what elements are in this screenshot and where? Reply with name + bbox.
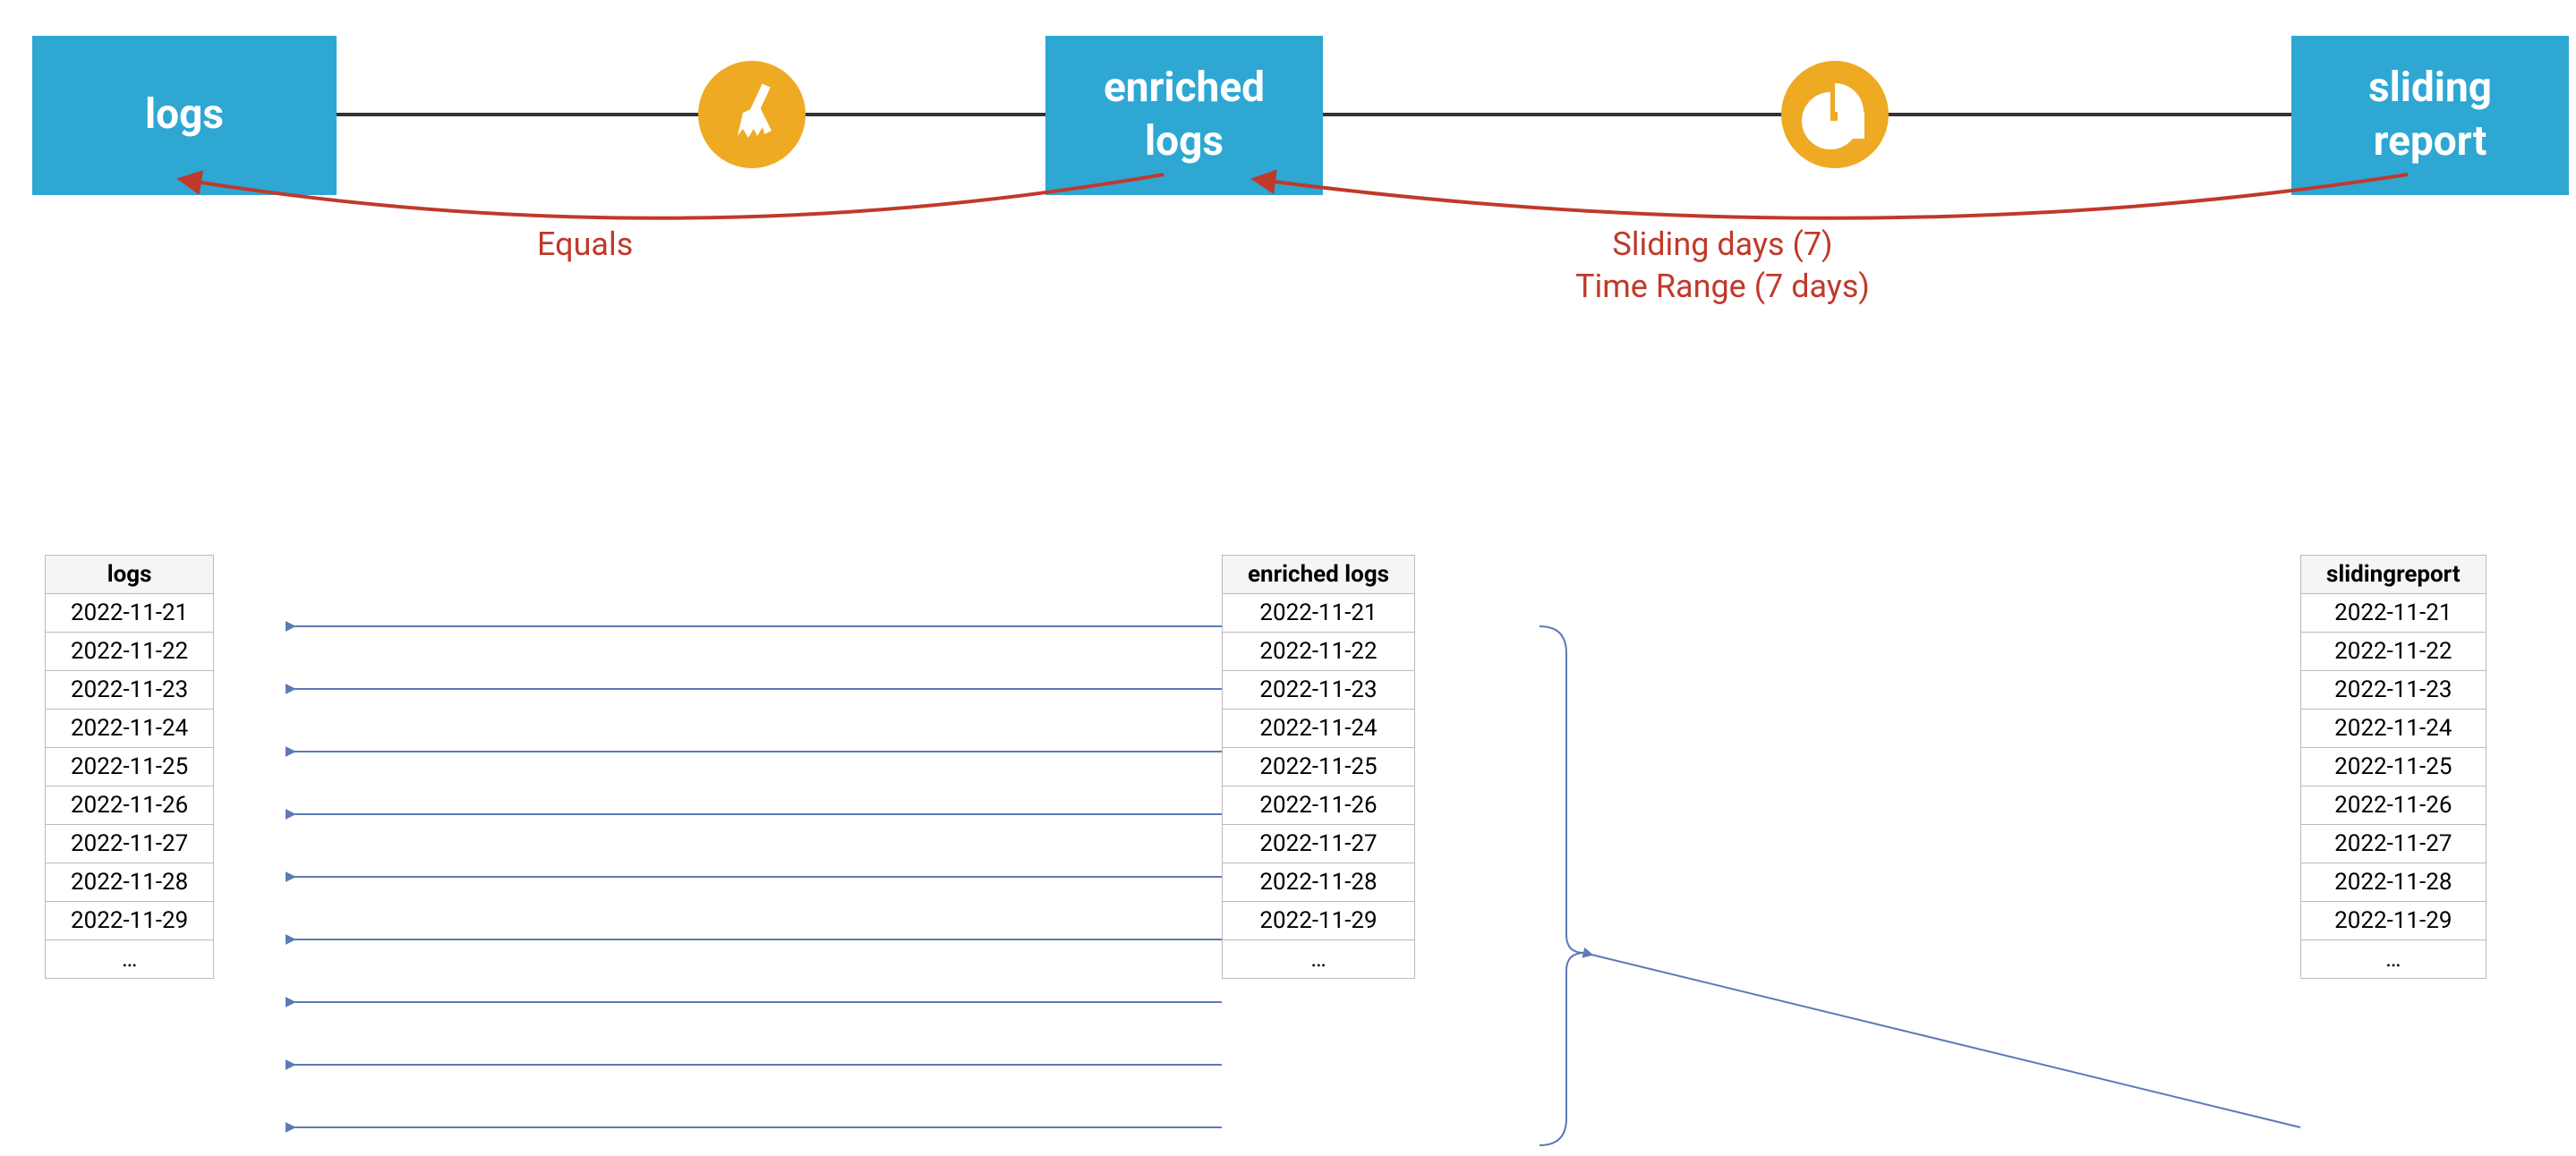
logs-table-header: logs <box>46 556 214 594</box>
sliding-label: Sliding days (7) Time Range (7 days) <box>1575 224 1870 308</box>
table-row: 2022-11-29 <box>2301 902 2486 940</box>
table-row: 2022-11-24 <box>2301 710 2486 748</box>
table-row: 2022-11-22 <box>46 633 214 671</box>
sliding-table-header: slidingreport <box>2301 556 2486 594</box>
equals-label: Equals <box>537 224 633 266</box>
table-row: 2022-11-23 <box>46 671 214 710</box>
table-row: … <box>2301 940 2486 979</box>
table-row: 2022-11-22 <box>1223 633 1415 671</box>
logs-table-container: logs 2022-11-212022-11-222022-11-232022-… <box>45 555 214 979</box>
node-sliding-report-label: sliding report <box>2368 62 2492 169</box>
node-logs: logs <box>32 36 337 195</box>
table-row: 2022-11-23 <box>1223 671 1415 710</box>
broom-icon <box>698 61 806 168</box>
table-row: … <box>46 940 214 979</box>
table-row: 2022-11-22 <box>2301 633 2486 671</box>
table-row: 2022-11-29 <box>1223 902 1415 940</box>
enriched-table: enriched logs 2022-11-212022-11-222022-1… <box>1222 555 1415 979</box>
table-row: 2022-11-27 <box>46 825 214 863</box>
enriched-table-header: enriched logs <box>1223 556 1415 594</box>
table-row: 2022-11-29 <box>46 902 214 940</box>
table-row: 2022-11-28 <box>2301 863 2486 902</box>
flow-connector-1 <box>337 113 1045 116</box>
table-row: 2022-11-24 <box>46 710 214 748</box>
logs-table: logs 2022-11-212022-11-222022-11-232022-… <box>45 555 214 979</box>
sliding-table: slidingreport 2022-11-212022-11-222022-1… <box>2300 555 2486 979</box>
table-row: 2022-11-21 <box>1223 594 1415 633</box>
table-row: … <box>1223 940 1415 979</box>
table-row: 2022-11-28 <box>1223 863 1415 902</box>
table-row: 2022-11-27 <box>1223 825 1415 863</box>
table-row: 2022-11-25 <box>46 748 214 786</box>
table-row: 2022-11-21 <box>2301 594 2486 633</box>
table-row: 2022-11-28 <box>46 863 214 902</box>
table-row: 2022-11-26 <box>1223 786 1415 825</box>
table-row: 2022-11-26 <box>46 786 214 825</box>
enriched-table-container: enriched logs 2022-11-212022-11-222022-1… <box>1222 555 1415 979</box>
table-row: 2022-11-25 <box>1223 748 1415 786</box>
aggregate-icon <box>1781 61 1889 168</box>
sliding-table-container: slidingreport 2022-11-212022-11-222022-1… <box>2300 555 2486 979</box>
table-row: 2022-11-26 <box>2301 786 2486 825</box>
node-enriched-logs-label: enriched logs <box>1104 62 1265 169</box>
table-row: 2022-11-27 <box>2301 825 2486 863</box>
table-row: 2022-11-23 <box>2301 671 2486 710</box>
node-enriched-logs: enriched logs <box>1045 36 1323 195</box>
node-logs-label: logs <box>145 89 224 142</box>
table-row: 2022-11-21 <box>46 594 214 633</box>
table-row: 2022-11-25 <box>2301 748 2486 786</box>
flow-diagram: logs enriched logs sliding report <box>18 36 2558 215</box>
table-row: 2022-11-24 <box>1223 710 1415 748</box>
node-sliding-report: sliding report <box>2291 36 2569 195</box>
